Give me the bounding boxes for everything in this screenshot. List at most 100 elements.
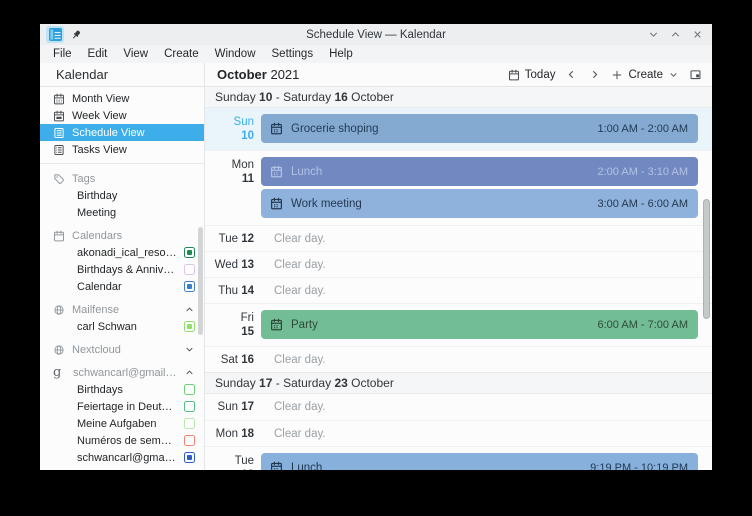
day-label: Sun 10: [233, 116, 254, 142]
day-label: Thu 14: [218, 284, 254, 297]
calendar-checkbox[interactable]: [184, 452, 195, 463]
sidebar-separator: [40, 163, 204, 164]
sidebar-section-calendars[interactable]: Calendars: [40, 227, 204, 244]
schedule-view: Sunday 10 - Saturday 16 October Sun 10 Gr…: [205, 87, 712, 470]
day-row-mon-11[interactable]: Mon 11 Lunch 2:00 AM - 3:10 AM Work meeti…: [205, 150, 712, 225]
event-lunch[interactable]: Lunch 9:19 PM - 10:19 PM: [261, 453, 698, 470]
section-title: Tags: [72, 172, 96, 185]
sidebar-item-schedule-view[interactable]: Schedule View: [40, 124, 204, 141]
tag-item-meeting[interactable]: Meeting: [40, 204, 204, 221]
window-controls: [647, 28, 706, 41]
checkbox-fill: [187, 404, 192, 409]
calendar-label: Feiertage in Deutschland: [77, 400, 177, 413]
calendar-item[interactable]: Meine Aufgaben: [40, 415, 204, 432]
chevron-down-icon: [668, 69, 679, 80]
calendar-checkbox[interactable]: [184, 321, 195, 332]
day-label: Wed 13: [214, 258, 254, 271]
day-row-sun-10[interactable]: Sun 10 Grocerie shoping 1:00 AM - 2:00 AM: [205, 108, 712, 150]
day-label: Fri 15: [240, 312, 254, 338]
calendar-checkbox[interactable]: [184, 281, 195, 292]
menu-edit[interactable]: Edit: [87, 48, 108, 60]
chevron-up-icon[interactable]: [184, 304, 195, 315]
schedule-view-icon: [53, 127, 65, 139]
menu-file[interactable]: File: [53, 48, 72, 60]
checkbox-fill: [187, 250, 192, 255]
minimize-button[interactable]: [647, 28, 660, 41]
day-row-tue-19[interactable]: Tue19 Lunch 9:19 PM - 10:19 PM: [205, 446, 712, 470]
pin-icon[interactable]: [70, 29, 82, 41]
day-row-fri-15[interactable]: Fri 15 Party 6:00 AM - 7:00 AM: [205, 303, 712, 346]
calendar-checkbox[interactable]: [184, 435, 195, 446]
day-row-mon-18[interactable]: Mon 18 Clear day.: [205, 420, 712, 446]
tag-label: Birthday: [77, 189, 118, 202]
year-label: 2021: [270, 67, 300, 82]
calendar-checkbox[interactable]: [184, 247, 195, 258]
section-title: Mailfense: [72, 303, 120, 316]
globe-icon: [53, 344, 65, 356]
day-row-wed-13[interactable]: Wed 13 Clear day.: [205, 251, 712, 277]
tag-label: Meeting: [77, 206, 117, 219]
sidebar-toggle-icon[interactable]: [689, 68, 702, 81]
sidebar-section-nextcloud[interactable]: Nextcloud: [40, 341, 204, 358]
calendar-item[interactable]: Feiertage in Deutschland: [40, 398, 204, 415]
day-label: Mon 18: [215, 427, 254, 440]
tag-item-birthday[interactable]: Birthday: [40, 187, 204, 204]
schedule-scrollbar[interactable]: [703, 199, 710, 319]
calendar-checkbox[interactable]: [184, 418, 195, 429]
close-button[interactable]: [691, 28, 704, 41]
calendar-label: Birthdays: [77, 383, 123, 396]
calendar-item[interactable]: Birthdays: [40, 381, 204, 398]
menu-window[interactable]: Window: [214, 48, 256, 60]
sidebar-section-gmail[interactable]: g schwancarl@gmail.com: [40, 364, 204, 381]
sidebar-section-mailfense[interactable]: Mailfense: [40, 301, 204, 318]
menu-view[interactable]: View: [123, 48, 149, 60]
menu-settings[interactable]: Settings: [271, 48, 314, 60]
clear-day-label: Clear day.: [274, 232, 326, 245]
chevron-right-icon[interactable]: [588, 68, 601, 81]
clear-day-label: Clear day.: [274, 427, 326, 440]
sidebar-item-week-view[interactable]: Week View: [40, 107, 204, 124]
calendar-checkbox[interactable]: [184, 384, 195, 395]
calendar-item[interactable]: Numéros de semaine: [40, 432, 204, 449]
event-grocerie-shoping[interactable]: Grocerie shoping 1:00 AM - 2:00 AM: [261, 114, 698, 143]
day-row-sun-17[interactable]: Sun 17 Clear day.: [205, 394, 712, 420]
tag-icon: [53, 173, 65, 185]
maximize-button[interactable]: [669, 28, 682, 41]
sidebar-item-tasks-view[interactable]: Tasks View: [40, 141, 204, 158]
sidebar-section-tags[interactable]: Tags: [40, 170, 204, 187]
titlebar[interactable]: Schedule View — Kalendar: [40, 24, 712, 45]
calendar-checkbox[interactable]: [184, 264, 195, 275]
chevron-down-icon[interactable]: [184, 344, 195, 355]
calendar-item[interactable]: carl Schwan: [40, 318, 204, 335]
menu-create[interactable]: Create: [164, 48, 199, 60]
calendar-checkbox[interactable]: [184, 401, 195, 412]
event-party[interactable]: Party 6:00 AM - 7:00 AM: [261, 310, 698, 339]
checkbox-fill: [187, 421, 192, 426]
menu-help[interactable]: Help: [329, 48, 353, 60]
event-work-meeting[interactable]: Work meeting 3:00 AM - 6:00 AM: [261, 189, 698, 218]
chevron-left-icon[interactable]: [565, 68, 578, 81]
google-icon: g: [53, 365, 62, 380]
calendar-label: Meine Aufgaben: [77, 417, 157, 430]
create-button[interactable]: Create: [611, 69, 679, 81]
calendar-item[interactable]: akonadi_ical_resource_17: [40, 244, 204, 261]
calendar-item[interactable]: Calendar: [40, 278, 204, 295]
calendar-item[interactable]: Birthdays & Anniversaries: [40, 261, 204, 278]
clear-day-label: Clear day.: [274, 258, 326, 271]
day-row-sat-16[interactable]: Sat 16 Clear day.: [205, 346, 712, 372]
event-lunch[interactable]: Lunch 2:00 AM - 3:10 AM: [261, 157, 698, 186]
day-row-tue-12[interactable]: Tue 12 Clear day.: [205, 225, 712, 251]
day-label: Tue19: [234, 455, 254, 470]
sidebar: Month View Week View Schedule View Tasks…: [40, 87, 205, 470]
sidebar-item-month-view[interactable]: Month View: [40, 90, 204, 107]
event-time: 1:00 AM - 2:00 AM: [597, 122, 689, 135]
calendar-icon: [508, 69, 520, 81]
day-row-thu-14[interactable]: Thu 14 Clear day.: [205, 277, 712, 303]
event-time: 6:00 AM - 7:00 AM: [597, 318, 689, 331]
calendar-item[interactable]: schwancarl@gmail.com: [40, 449, 204, 466]
chevron-up-icon[interactable]: [184, 367, 195, 378]
sidebar-scrollbar[interactable]: [198, 227, 203, 335]
today-button[interactable]: Today: [508, 69, 555, 81]
checkbox-fill: [187, 324, 192, 329]
calendar-label: carl Schwan: [77, 320, 137, 333]
